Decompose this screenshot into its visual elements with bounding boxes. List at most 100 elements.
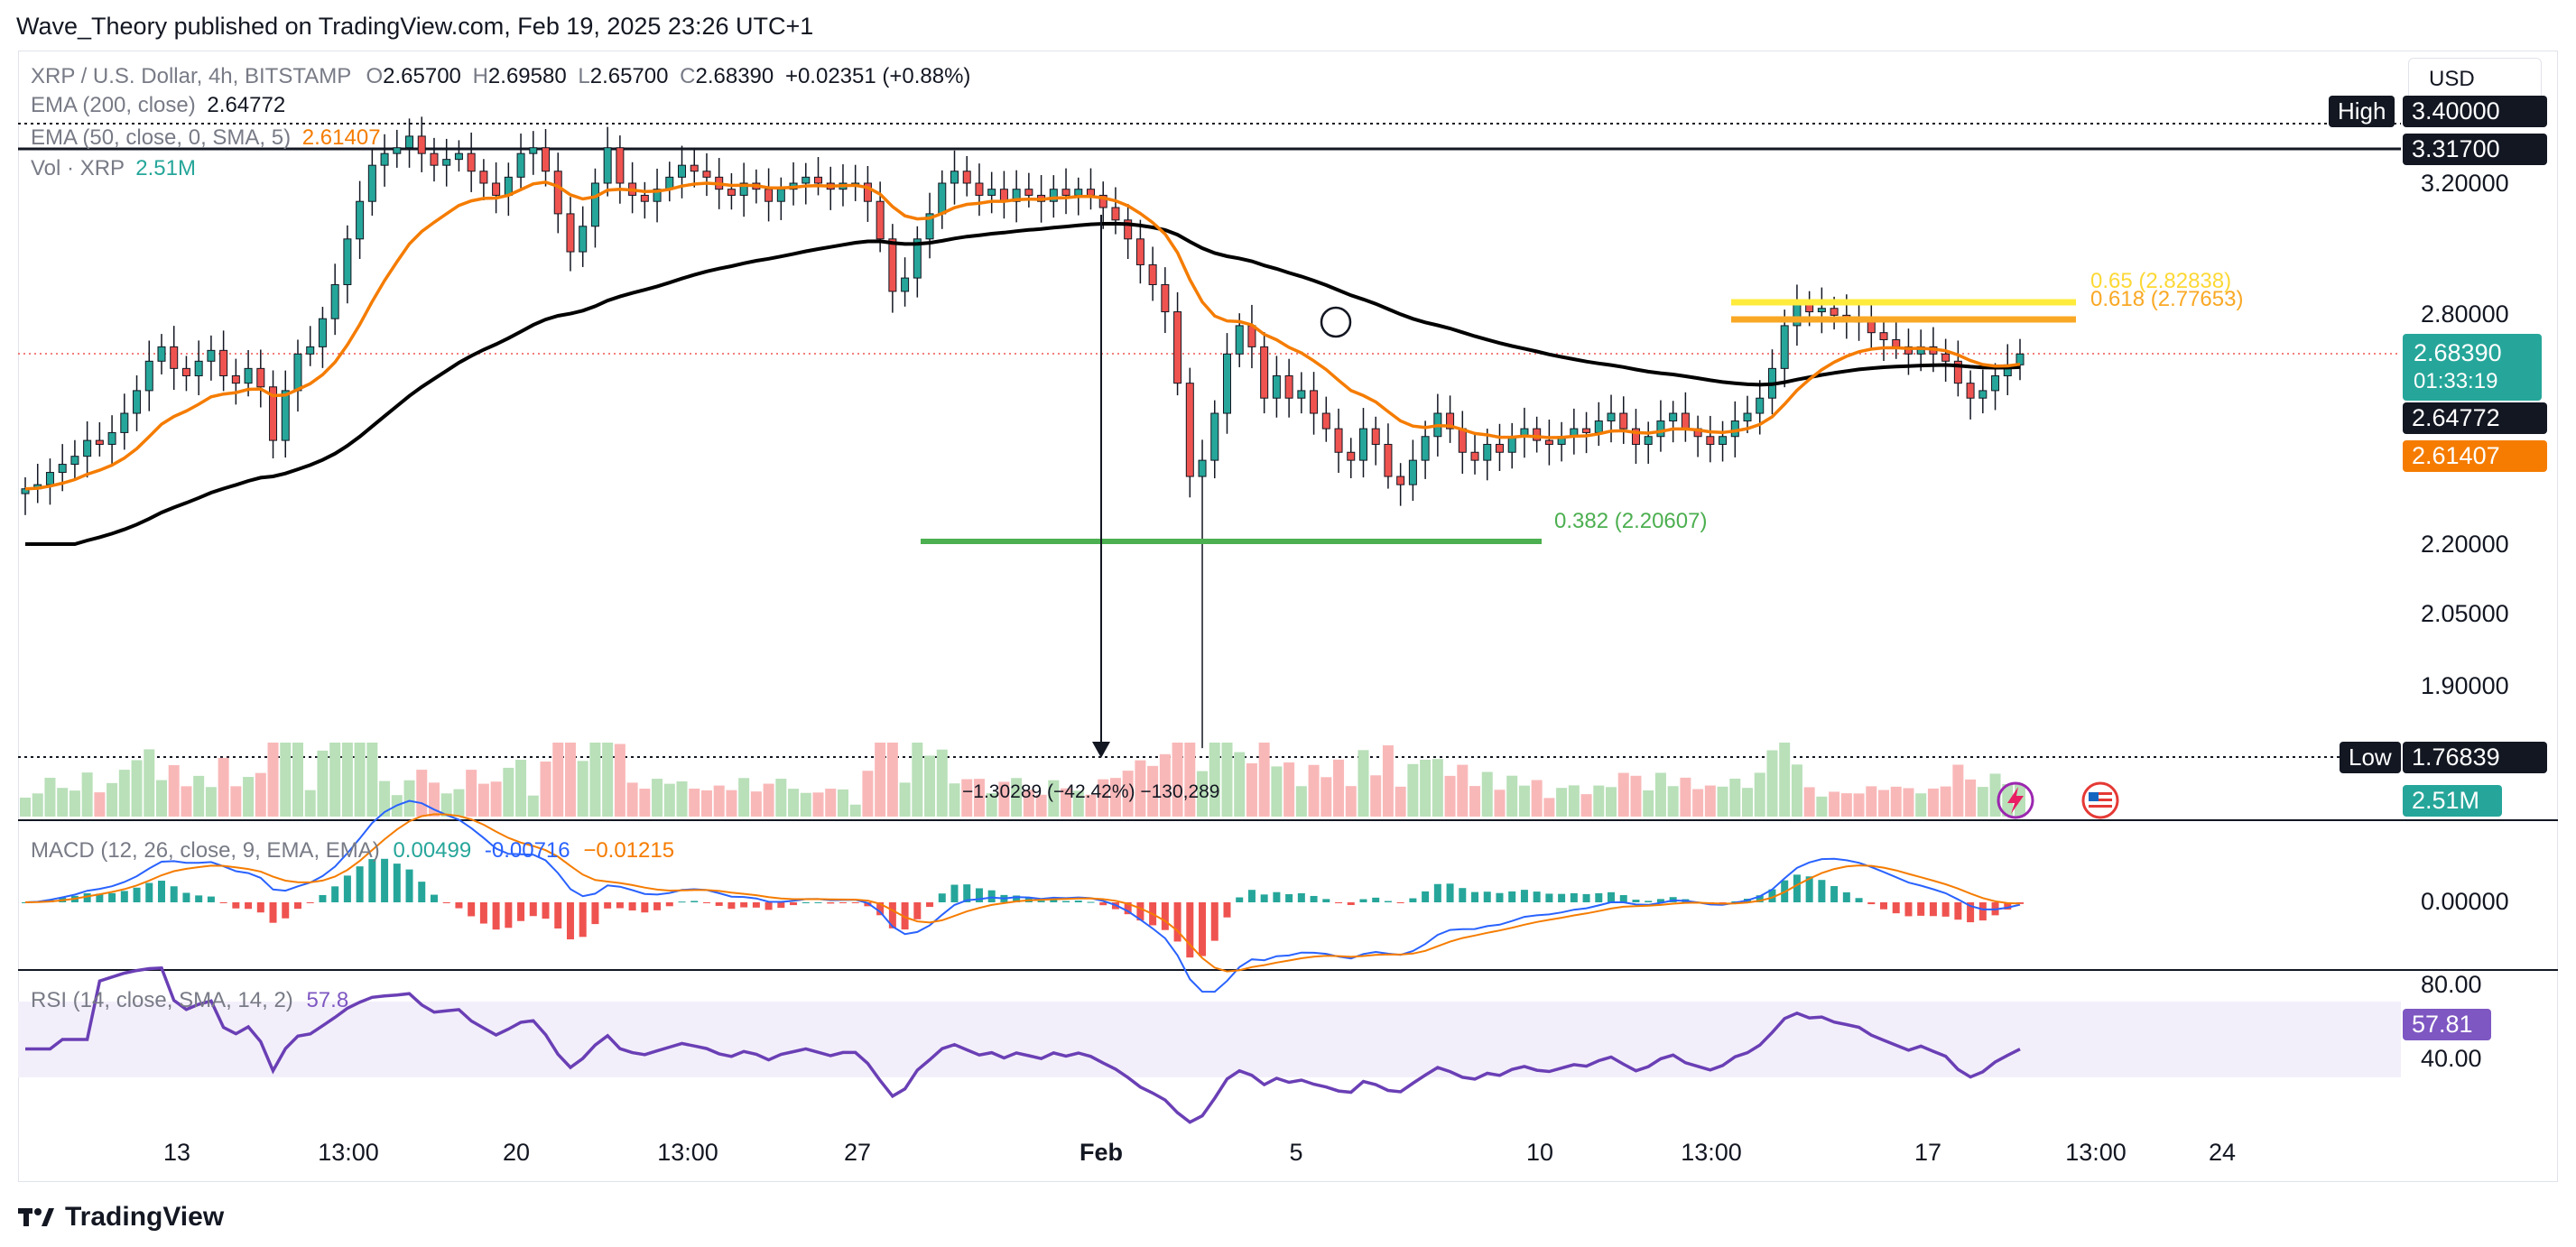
candle	[802, 162, 811, 205]
macd-histogram-bar	[1929, 902, 1937, 917]
macd-histogram-bar	[653, 902, 662, 910]
lightning-icon[interactable]	[1995, 780, 2036, 821]
candle	[1978, 369, 1988, 414]
candle	[356, 180, 365, 259]
volume-bar	[329, 743, 341, 817]
macd-histogram-bar	[1520, 890, 1528, 902]
candle	[70, 439, 79, 481]
candle	[504, 162, 513, 217]
legend-macd[interactable]: MACD (12, 26, close, 9, EMA, EMA) 0.0049…	[31, 838, 675, 863]
candle	[120, 393, 129, 450]
volume-bar	[1617, 772, 1629, 817]
volume-bar	[1444, 775, 1456, 817]
volume-bar	[1654, 772, 1666, 817]
candle	[1321, 396, 1330, 442]
rsi-tick-40: 40.00	[2421, 1045, 2482, 1072]
volume-bar	[1109, 778, 1121, 817]
footer-brand[interactable]: TradingView	[18, 1202, 224, 1233]
macd-histogram-bar	[96, 893, 104, 902]
price-tick-1.9: 1.90000	[2421, 672, 2509, 699]
volume-bar	[403, 780, 415, 817]
volume-bar	[552, 743, 564, 817]
macd-histogram-bar	[827, 902, 835, 904]
candle	[1098, 181, 1107, 229]
macd-histogram-bar	[1050, 900, 1058, 902]
currency-button[interactable]: USD	[2408, 58, 2542, 101]
macd-histogram-bar	[777, 902, 785, 909]
macd-histogram-bar	[1446, 883, 1454, 902]
legend-ema200[interactable]: EMA (200, close) 2.64772	[31, 93, 286, 117]
volume-bar	[1704, 785, 1716, 817]
macd-histogram-bar	[1855, 898, 1863, 902]
candle	[2015, 338, 2025, 381]
legend-ema50[interactable]: EMA (50, close, 0, SMA, 5) 2.61407	[31, 125, 381, 150]
candle	[318, 307, 327, 368]
candle	[367, 149, 376, 216]
macd-histogram-bar	[468, 902, 476, 917]
volume-bar	[1382, 745, 1394, 817]
candle	[1719, 420, 1728, 462]
volume-bar	[1518, 785, 1530, 817]
candle	[492, 162, 501, 214]
candle	[479, 159, 488, 200]
macd-histogram-bar	[492, 902, 500, 930]
volume-bar	[564, 743, 576, 817]
volume-bar	[193, 775, 205, 817]
time-axis[interactable]: 13 13:00 20 13:00 27 Feb 5 10 13:00 17 13:00 24	[0, 1139, 2576, 1175]
volume-bar	[986, 793, 997, 817]
macd-histogram-bar	[393, 864, 401, 902]
candle	[1520, 407, 1529, 458]
macd-histogram-bar	[1247, 890, 1256, 902]
volume-bar	[32, 793, 43, 817]
candle	[925, 192, 934, 259]
macd-histogram-bar	[343, 875, 351, 902]
candle	[1284, 358, 1293, 418]
candle	[727, 173, 736, 210]
resistance-value-tag: 3.31700	[2403, 134, 2547, 165]
macd-histogram-bar	[1297, 892, 1305, 902]
volume-bar	[1221, 743, 1233, 817]
macd-histogram-bar	[888, 902, 896, 928]
volume-bar	[94, 792, 106, 817]
macd-histogram-bar	[579, 902, 587, 938]
volume-bar	[1481, 771, 1493, 817]
volume-bar	[676, 781, 688, 817]
volume-bar	[1766, 750, 1778, 817]
volume-bar	[936, 749, 948, 817]
volume-bar	[1147, 765, 1159, 817]
volume-bar	[1209, 743, 1220, 817]
volume-bar	[1643, 790, 1654, 817]
legend-rsi[interactable]: RSI (14, close, SMA, 14, 2) 57.8	[31, 988, 349, 1012]
macd-histogram-bar	[479, 902, 487, 924]
volume-bar	[1667, 786, 1679, 817]
macd-histogram-bar	[1793, 874, 1801, 902]
macd-histogram-bar	[1632, 900, 1640, 902]
candle	[516, 133, 525, 190]
macd-histogram-bar	[1842, 891, 1850, 902]
candle	[826, 166, 835, 210]
macd-tick-zero: 0.00000	[2421, 888, 2509, 915]
macd-histogram-bar	[1533, 891, 1541, 902]
macd-histogram-bar	[1210, 902, 1219, 941]
volume-bar	[118, 770, 130, 817]
candle	[1358, 408, 1367, 478]
volume-bar	[577, 761, 588, 817]
macd-histogram-bar	[1186, 902, 1194, 958]
candle	[405, 118, 414, 168]
candle	[1570, 408, 1579, 455]
volume-bar	[1122, 771, 1134, 817]
macd-histogram-bar	[1372, 897, 1380, 902]
macd-histogram-bar	[864, 902, 872, 907]
volume-bar	[1717, 786, 1728, 817]
macd-histogram-bar	[1124, 902, 1132, 915]
macd-histogram-bar	[628, 902, 636, 911]
legend-volume[interactable]: Vol · XRP 2.51M	[31, 156, 196, 180]
macd-histogram-bar	[1384, 901, 1392, 902]
candle	[231, 358, 240, 405]
price-tick-3.2: 3.20000	[2421, 170, 2509, 197]
macd-histogram-bar	[1074, 901, 1082, 902]
macd-histogram-bar	[702, 902, 710, 903]
flag-icon[interactable]	[2080, 780, 2121, 821]
macd-histogram-bar	[120, 891, 128, 902]
